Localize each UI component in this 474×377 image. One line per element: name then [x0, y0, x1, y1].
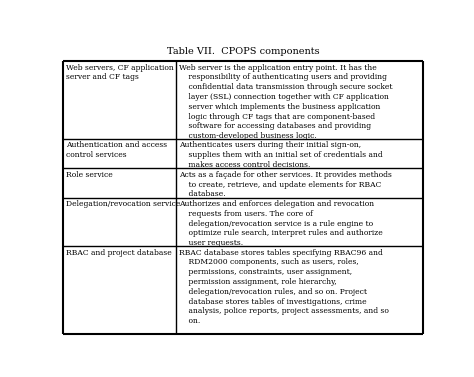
- Text: Web server is the application entry point. It has the
    responsibility of auth: Web server is the application entry poin…: [179, 64, 393, 140]
- Text: Role service: Role service: [66, 171, 113, 179]
- Text: RBAC database stores tables specifying RBAC96 and
    RDM2000 components, such a: RBAC database stores tables specifying R…: [179, 249, 389, 325]
- Bar: [63, 61, 423, 139]
- Text: Authentication and access
control services: Authentication and access control servic…: [66, 141, 167, 159]
- Text: Delegation/revocation service: Delegation/revocation service: [66, 200, 180, 208]
- Bar: [63, 169, 423, 198]
- Bar: [63, 139, 423, 169]
- Text: Web servers, CF application
server and CF tags: Web servers, CF application server and C…: [66, 64, 173, 81]
- Text: Acts as a façade for other services. It provides methods
    to create, retrieve: Acts as a façade for other services. It …: [179, 171, 392, 198]
- Text: Authenticates users during their initial sign-on,
    supplies them with an init: Authenticates users during their initial…: [179, 141, 383, 169]
- Text: RBAC and project database: RBAC and project database: [66, 249, 172, 257]
- Bar: [63, 198, 423, 247]
- Text: Authorizes and enforces delegation and revocation
    requests from users. The c: Authorizes and enforces delegation and r…: [179, 200, 383, 247]
- Bar: [63, 247, 423, 334]
- Text: Table VII.  CPOPS components: Table VII. CPOPS components: [167, 47, 319, 56]
